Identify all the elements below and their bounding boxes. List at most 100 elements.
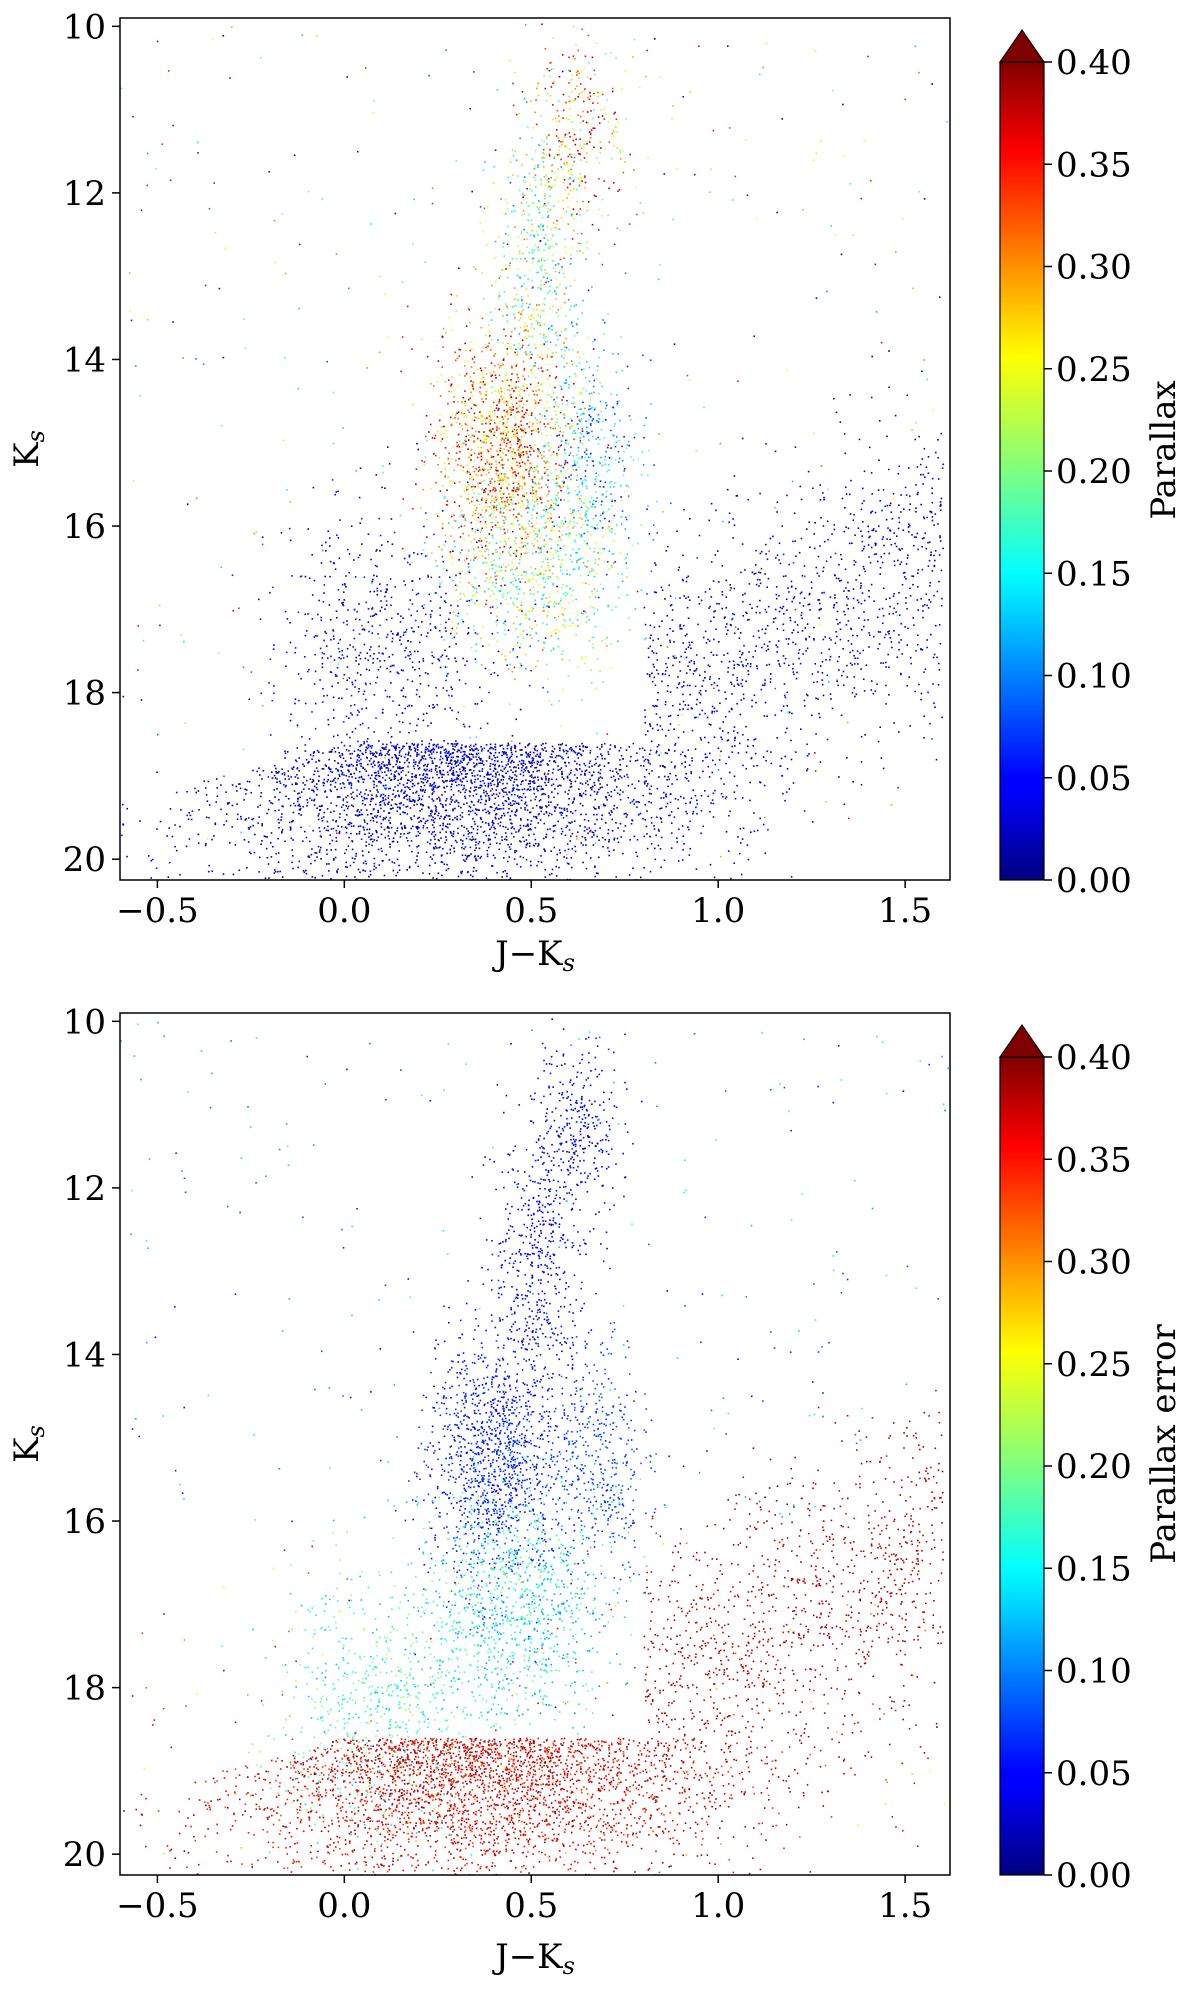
scatter-point bbox=[557, 100, 560, 102]
scatter-point bbox=[461, 570, 464, 572]
scatter-point bbox=[557, 539, 559, 542]
scatter-point bbox=[506, 429, 509, 431]
scatter-point bbox=[358, 754, 361, 757]
scatter-point bbox=[387, 768, 390, 770]
scatter-point bbox=[311, 594, 314, 596]
scatter-point bbox=[458, 481, 461, 483]
scatter-point bbox=[410, 627, 413, 629]
scatter-point bbox=[498, 402, 500, 404]
scatter-point bbox=[381, 850, 383, 853]
scatter-point bbox=[474, 512, 477, 515]
scatter-point bbox=[573, 438, 575, 441]
scatter-point bbox=[491, 564, 493, 566]
scatter-point bbox=[489, 491, 492, 493]
scatter-point bbox=[467, 398, 470, 401]
scatter-point bbox=[549, 384, 551, 387]
scatter-point bbox=[587, 574, 590, 576]
scatter-point bbox=[470, 366, 473, 368]
scatter-point bbox=[523, 483, 525, 485]
scatter-point bbox=[369, 819, 372, 822]
scatter-point bbox=[451, 423, 453, 426]
scatter-point bbox=[485, 599, 488, 602]
scatter-point bbox=[532, 229, 534, 232]
scatter-point bbox=[557, 792, 559, 795]
scatter-point bbox=[614, 413, 616, 415]
scatter-point bbox=[538, 548, 541, 550]
scatter-point bbox=[524, 322, 527, 325]
scatter-point bbox=[515, 475, 518, 477]
scatter-point bbox=[479, 537, 481, 539]
scatter-point bbox=[592, 517, 595, 520]
scatter-point bbox=[611, 406, 614, 408]
scatter-point bbox=[552, 222, 555, 224]
scatter-point bbox=[372, 615, 374, 617]
scatter-point bbox=[273, 685, 275, 687]
scatter-point bbox=[539, 452, 541, 454]
scatter-point bbox=[634, 787, 636, 790]
scatter-point bbox=[626, 576, 628, 578]
scatter-point bbox=[502, 493, 505, 495]
scatter-point bbox=[527, 783, 530, 785]
scatter-point bbox=[500, 198, 502, 200]
scatter-point bbox=[495, 425, 498, 428]
scatter-point bbox=[523, 416, 525, 419]
scatter-point bbox=[554, 497, 557, 500]
scatter-point bbox=[548, 569, 551, 572]
scatter-point bbox=[232, 873, 235, 876]
scatter-point bbox=[412, 765, 415, 767]
scatter-point bbox=[329, 842, 331, 845]
scatter-point bbox=[391, 637, 394, 640]
scatter-point bbox=[462, 759, 465, 762]
scatter-point bbox=[503, 522, 505, 524]
scatter-point bbox=[577, 450, 580, 452]
scatter-point bbox=[532, 201, 535, 204]
scatter-point bbox=[496, 89, 499, 91]
scatter-point bbox=[341, 654, 344, 656]
scatter-point bbox=[421, 808, 423, 811]
scatter-point bbox=[491, 794, 493, 797]
scatter-point bbox=[640, 589, 643, 591]
scatter-point bbox=[522, 429, 524, 432]
scatter-point bbox=[214, 822, 217, 825]
scatter-point bbox=[438, 585, 441, 588]
scatter-point bbox=[446, 863, 448, 866]
scatter-point bbox=[571, 402, 573, 405]
scatter-point bbox=[359, 657, 362, 660]
scatter-point bbox=[591, 526, 594, 528]
scatter-point bbox=[430, 833, 433, 835]
scatter-point bbox=[543, 647, 545, 649]
scatter-point bbox=[622, 151, 624, 153]
scatter-point bbox=[492, 182, 495, 184]
scatter-point bbox=[409, 657, 411, 660]
scatter-point bbox=[451, 515, 453, 518]
scatter-point bbox=[385, 600, 388, 602]
scatter-point bbox=[610, 667, 613, 669]
scatter-point bbox=[502, 519, 505, 522]
scatter-point bbox=[605, 401, 607, 404]
scatter-point bbox=[477, 368, 479, 371]
scatter-point bbox=[751, 884, 753, 886]
scatter-point bbox=[323, 584, 326, 586]
scatter-point bbox=[543, 460, 545, 462]
scatter-point bbox=[526, 533, 529, 535]
scatter-point bbox=[453, 482, 456, 484]
scatter-point bbox=[320, 858, 322, 860]
scatter-point bbox=[511, 468, 514, 471]
scatter-point bbox=[546, 68, 548, 70]
scatter-point bbox=[587, 519, 589, 522]
scatter-point bbox=[321, 652, 324, 654]
scatter-point bbox=[477, 513, 480, 515]
scatter-point bbox=[522, 471, 525, 473]
scatter-point bbox=[525, 572, 528, 575]
scatter-point bbox=[484, 550, 486, 553]
scatter-point bbox=[559, 283, 561, 286]
scatter-point bbox=[534, 402, 537, 404]
scatter-point bbox=[363, 690, 366, 693]
scatter-point bbox=[494, 751, 497, 754]
scatter-point bbox=[408, 884, 410, 886]
scatter-point bbox=[621, 459, 624, 462]
scatter-point bbox=[519, 643, 522, 645]
scatter-point bbox=[397, 672, 400, 675]
scatter-point bbox=[397, 634, 399, 636]
scatter-point bbox=[568, 348, 571, 351]
